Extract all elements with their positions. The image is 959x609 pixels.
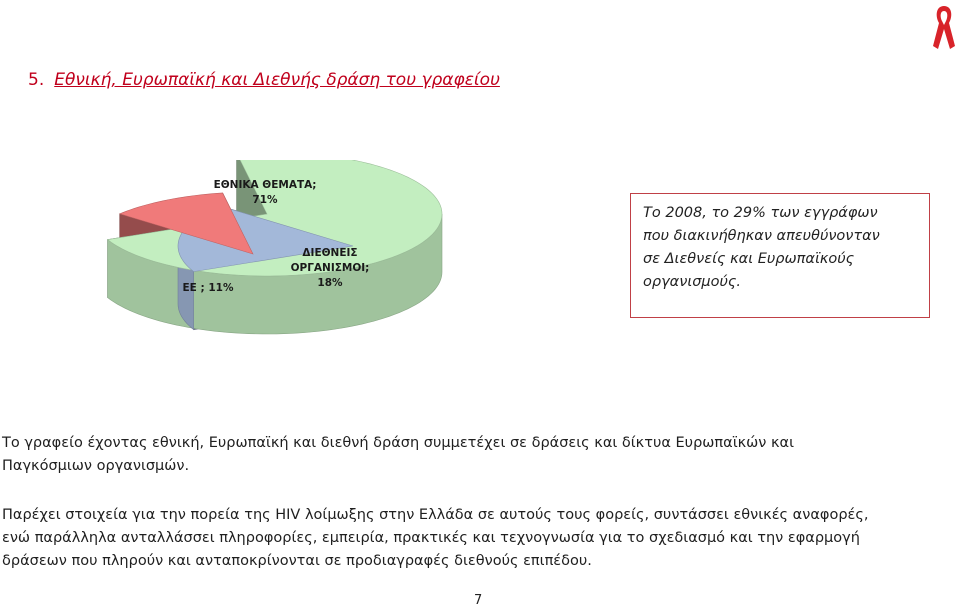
pie-slice-label: ΕΕ ; 11% — [183, 282, 234, 294]
pie-slice-label-line: ΔΙΕΘΝΕΙΣ — [302, 247, 357, 259]
paragraph-line: ενώ παράλληλα ανταλλάσσει πληροφορίες, ε… — [2, 530, 860, 546]
callout-line: που διακινήθηκαν απευθύνονταν — [643, 228, 880, 244]
paragraph-line: Το γραφείο έχοντας εθνική, Ευρωπαϊκή και… — [2, 435, 795, 451]
section-title: Εθνική, Ευρωπαϊκή και Διεθνής δράση του … — [54, 70, 500, 90]
section-heading: 5. Εθνική, Ευρωπαϊκή και Διεθνής δράση το… — [28, 70, 500, 90]
pie-slice-label: ΕΘΝΙΚΑ ΘΕΜΑΤΑ; 71% — [214, 179, 317, 206]
paragraph-line: δράσεων που πληρούν και ανταποκρίνονται … — [2, 553, 592, 569]
aids-ribbon-icon — [933, 6, 955, 49]
callout-line: σε Διεθνείς και Ευρωπαϊκούς — [643, 251, 855, 267]
paragraph-network: Το γραφείο έχοντας εθνική, Ευρωπαϊκή και… — [2, 432, 794, 478]
section-number: 5. — [28, 70, 45, 90]
callout-box: Το 2008, το 29% των εγγράφων που διακινή… — [630, 193, 930, 318]
callout-line: Το 2008, το 29% των εγγράφων — [643, 205, 878, 221]
paragraph-line: Παγκόσμιων οργανισμών. — [2, 458, 190, 474]
pie-chart: ΕΘΝΙΚΑ ΘΕΜΑΤΑ; 71% ΔΙΕΘΝΕΙΣ ΟΡΓΑΝΙΣΜΟΙ; 18% Ε… — [106, 160, 443, 335]
pie-slice-label-line: 71% — [252, 194, 278, 206]
callout-line: οργανισμούς. — [643, 274, 742, 290]
pie-slice-label-line: 18% — [317, 277, 343, 289]
pie-slice-label-line: ΕΕ ; 11% — [183, 282, 234, 294]
pie-slice-top — [118, 192, 254, 255]
paragraph-hiv-data: Παρέχει στοιχεία για την πορεία της HIV … — [2, 504, 868, 573]
paragraph-line: Παρέχει στοιχεία για την πορεία της HIV … — [2, 507, 869, 523]
page-number: 7 — [474, 593, 483, 608]
pie-slice-label-line: ΕΘΝΙΚΑ ΘΕΜΑΤΑ; — [214, 179, 317, 191]
pie-slice-label-line: ΟΡΓΑΝΙΣΜΟΙ; — [291, 262, 370, 274]
pie-slice-label: ΔΙΕΘΝΕΙΣ ΟΡΓΑΝΙΣΜΟΙ; 18% — [291, 247, 370, 289]
